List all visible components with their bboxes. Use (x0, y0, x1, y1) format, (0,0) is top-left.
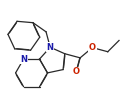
Text: O: O (73, 67, 80, 76)
Text: O: O (89, 43, 96, 52)
Text: N: N (47, 43, 54, 52)
Text: N: N (20, 55, 27, 64)
